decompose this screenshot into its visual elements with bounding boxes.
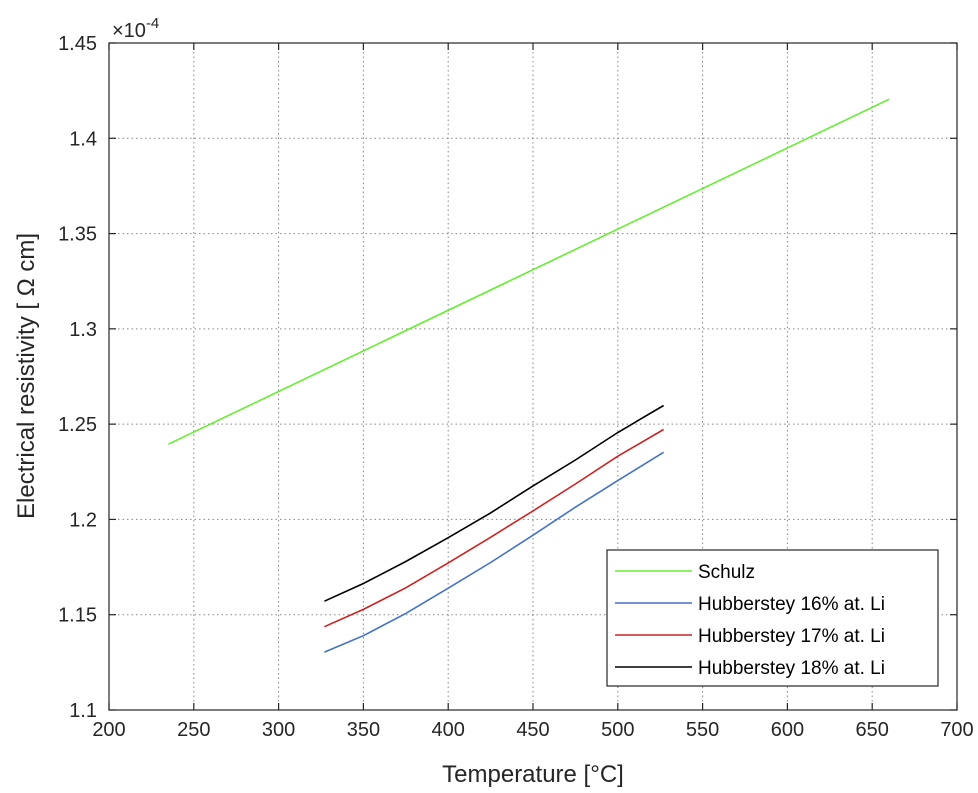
x-tick-label: 400 [432, 719, 465, 741]
x-tick-labels: 200 250 300 350 400 450 500 550 600 650 700 [92, 719, 973, 741]
y-tick-label: 1.1 [69, 700, 97, 722]
x-tick-label: 700 [940, 719, 973, 741]
legend-label: Hubberstey 17% at. Li [698, 626, 885, 647]
series-layer [168, 98, 890, 653]
y-tick-labels: 1.1 1.15 1.2 1.25 1.3 1.35 1.4 1.45 [58, 33, 97, 722]
x-tick-label: 200 [92, 719, 125, 741]
legend-label: Schulz [698, 562, 755, 583]
legend-box [606, 549, 939, 687]
y-tick-label: 1.2 [69, 509, 97, 531]
y-tick-label: 1.25 [58, 414, 97, 436]
y-axis-label: Electrical resistivity [ Ω cm] [13, 233, 40, 519]
series-line-hubberstey-18-at-li [324, 404, 665, 602]
y-multiplier-exponent: -4 [146, 15, 159, 32]
series-line-hubberstey-16-at-li [324, 451, 665, 653]
x-tick-label: 600 [771, 719, 804, 741]
y-tick-label: 1.15 [58, 605, 97, 627]
y-axis-multiplier: ×10-4 [112, 15, 159, 42]
legend: Schulz Hubberstey 16% at. Li Hubberstey 17… [606, 549, 939, 687]
x-axis-label: Temperature [°C] [442, 761, 624, 788]
y-tick-label: 1.3 [69, 319, 97, 341]
x-tick-label: 550 [686, 719, 719, 741]
x-tick-label: 500 [601, 719, 634, 741]
legend-label: Hubberstey 18% at. Li [698, 658, 885, 679]
series-line-hubberstey-17-at-li [324, 428, 665, 628]
legend-label: Hubberstey 16% at. Li [698, 594, 885, 615]
x-tick-label: 250 [177, 719, 210, 741]
x-tick-label: 300 [262, 719, 295, 741]
y-multiplier-base: ×10 [112, 20, 146, 42]
grid [109, 43, 957, 710]
y-tick-label: 1.45 [58, 33, 97, 55]
ticks [108, 42, 958, 711]
y-tick-label: 1.35 [58, 224, 97, 246]
x-tick-label: 650 [856, 719, 889, 741]
x-tick-label: 450 [516, 719, 549, 741]
series-line-schulz [168, 98, 890, 445]
y-tick-label: 1.4 [69, 128, 97, 150]
x-tick-label: 350 [347, 719, 380, 741]
